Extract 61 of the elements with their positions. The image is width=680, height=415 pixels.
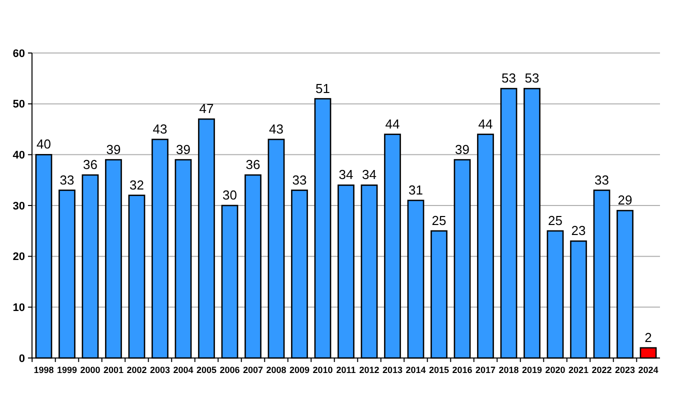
x-tick-label: 2013	[382, 365, 403, 375]
y-tick-label: 20	[12, 251, 25, 264]
data-label: 47	[199, 101, 214, 116]
x-tick-label: 2021	[568, 365, 589, 375]
data-label: 53	[524, 70, 540, 86]
data-label: 44	[478, 116, 493, 132]
x-tick-label: 2000	[80, 365, 100, 375]
x-tick-label: 2005	[196, 365, 217, 375]
data-label: 33	[594, 172, 609, 188]
x-tick-label: 2014	[406, 365, 426, 375]
data-label: 39	[176, 142, 190, 157]
data-label: 34	[362, 167, 376, 182]
x-tick-label: 2004	[173, 365, 194, 375]
x-tick-label: 2016	[452, 365, 472, 375]
x-tick-label: 2024	[638, 365, 658, 375]
data-label: 33	[292, 172, 307, 188]
data-label: 32	[130, 177, 144, 192]
y-tick-label: 40	[12, 150, 25, 162]
data-label: 25	[432, 212, 446, 228]
x-tick-label: 2023	[614, 365, 636, 375]
x-tick-label: 2006	[220, 365, 240, 375]
x-tick-label: 1999	[56, 365, 78, 375]
data-label: 39	[455, 142, 470, 157]
data-label: 36	[83, 157, 98, 172]
data-label: 30	[222, 188, 237, 202]
y-tick-label: 0	[18, 352, 25, 365]
x-tick-label: 2020	[545, 365, 566, 375]
data-label: 23	[571, 223, 586, 238]
x-tick-label: 2008	[266, 365, 286, 375]
y-tick-label: 10	[12, 302, 25, 314]
x-tick-label: 2019	[522, 365, 542, 375]
data-label: 43	[269, 121, 284, 136]
data-label: 25	[548, 212, 562, 228]
y-tick-label: 50	[12, 98, 25, 111]
data-label: 40	[36, 136, 51, 152]
data-label: 44	[385, 116, 400, 132]
x-tick-label: 2007	[242, 365, 264, 375]
data-label: 53	[502, 70, 516, 86]
x-tick-label: 2009	[289, 365, 310, 375]
data-label: 2	[644, 330, 652, 345]
x-tick-label: 2022	[592, 365, 612, 375]
x-tick-label: 2010	[312, 365, 333, 375]
data-label: 39	[106, 142, 121, 157]
y-tick-label: 60	[12, 48, 25, 60]
y-tick-label: 30	[12, 200, 25, 212]
x-tick-label: 2018	[498, 365, 519, 375]
x-tick-label: 2003	[150, 365, 170, 375]
x-tick-label: 2012	[359, 365, 380, 375]
data-label: 31	[408, 182, 423, 198]
x-tick-label: 1998	[34, 365, 54, 375]
data-label: 51	[316, 80, 330, 96]
x-tick-label: 2015	[428, 365, 450, 375]
data-label: 36	[246, 157, 260, 172]
x-tick-label: 2011	[336, 365, 356, 375]
x-tick-label: 2017	[475, 365, 496, 375]
x-tick-label: 2002	[126, 365, 147, 375]
data-label: 34	[338, 167, 354, 182]
data-label: 43	[152, 121, 168, 136]
data-label: 33	[60, 172, 74, 188]
x-tick-label: 2001	[103, 365, 124, 375]
data-label: 29	[618, 192, 632, 208]
